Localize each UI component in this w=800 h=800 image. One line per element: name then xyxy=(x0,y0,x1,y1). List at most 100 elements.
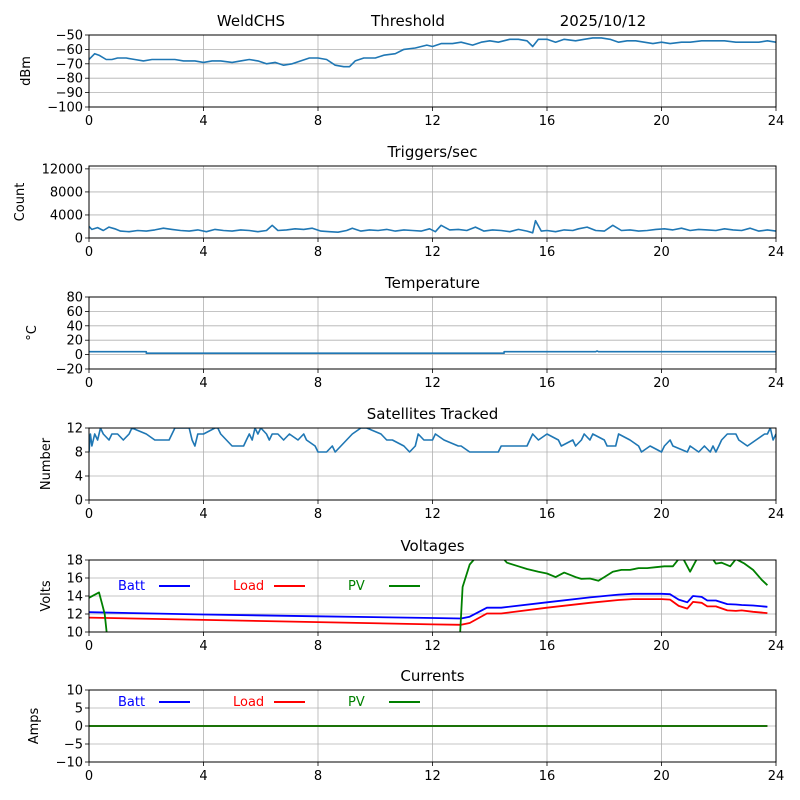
y-tick-label: 60 xyxy=(66,305,83,320)
y-tick-label: 20 xyxy=(66,334,83,349)
y-tick-label: −60 xyxy=(56,43,83,58)
y-tick-label: −50 xyxy=(56,29,83,44)
panel-title: Temperature xyxy=(384,274,480,292)
y-tick-label: −5 xyxy=(64,738,83,753)
x-tick-label: 4 xyxy=(199,376,207,391)
y-tick-label: −10 xyxy=(56,756,83,771)
panel-title: Triggers/sec xyxy=(387,143,478,161)
x-tick-label: 0 xyxy=(85,245,93,260)
x-tick-label: 16 xyxy=(539,114,556,129)
y-tick-label: 8 xyxy=(75,446,83,461)
y-tick-label: 4000 xyxy=(50,208,83,223)
y-tick-label: 12 xyxy=(66,608,83,623)
x-tick-label: 12 xyxy=(424,507,441,522)
panel-title: Currents xyxy=(400,667,464,685)
x-tick-label: 8 xyxy=(314,507,322,522)
x-tick-label: 4 xyxy=(199,245,207,260)
y-axis-label: Volts xyxy=(39,580,54,612)
y-tick-label: 8000 xyxy=(50,185,83,200)
x-tick-label: 0 xyxy=(85,507,93,522)
x-tick-label: 12 xyxy=(424,376,441,391)
x-tick-label: 4 xyxy=(199,769,207,784)
header-date: 2025/10/12 xyxy=(560,12,646,30)
header-mode: Threshold xyxy=(370,12,445,30)
panel-threshold: 0 4 8 12 16 20 24 −100−90−80−70−60−50 dBm xyxy=(19,29,784,130)
x-tick-label: 12 xyxy=(424,639,441,654)
y-tick-label: 16 xyxy=(66,572,83,587)
x-tick-label: 20 xyxy=(653,769,670,784)
y-tick-label: 0 xyxy=(75,232,83,247)
x-tick-label: 20 xyxy=(653,507,670,522)
panel-satellites: 0 4 8 12 16 20 24 0 4 8 12 Satellites Tracked Number xyxy=(39,405,784,522)
y-tick-label: 12000 xyxy=(42,162,83,177)
y-tick-label: 18 xyxy=(66,554,83,569)
x-tick-label: 0 xyxy=(85,114,93,129)
panel-voltages: 0 4 8 12 16 20 24 10 12 14 16 18 Voltages Volts Batt Lo… xyxy=(39,537,784,654)
x-tick-label: 0 xyxy=(85,376,93,391)
x-tick-label: 16 xyxy=(539,769,556,784)
x-tick-label: 8 xyxy=(314,245,322,260)
x-tick-label: 24 xyxy=(768,245,785,260)
y-tick-label: 80 xyxy=(66,291,83,306)
y-tick-label: 4 xyxy=(75,470,83,485)
y-tick-label: 0 xyxy=(75,494,83,509)
x-tick-label: 16 xyxy=(539,639,556,654)
y-tick-label: 10 xyxy=(66,684,83,699)
legend-label-batt: Batt xyxy=(118,579,145,594)
y-axis-label: Number xyxy=(39,437,54,490)
y-tick-label: −100 xyxy=(47,101,83,116)
series-line-pv xyxy=(89,560,769,632)
x-tick-label: 8 xyxy=(314,769,322,784)
legend-label-pv: PV xyxy=(348,579,365,594)
y-tick-label: 40 xyxy=(66,319,83,334)
y-tick-label: −20 xyxy=(56,363,83,378)
y-tick-label: 14 xyxy=(66,590,83,605)
y-tick-label: 5 xyxy=(75,702,83,717)
y-tick-label: 10 xyxy=(66,626,83,641)
x-tick-label: 16 xyxy=(539,376,556,391)
y-tick-label: 0 xyxy=(75,720,83,735)
x-tick-label: 24 xyxy=(768,769,785,784)
x-tick-label: 24 xyxy=(768,376,785,391)
series-line-temperature xyxy=(89,350,776,355)
y-tick-label: 12 xyxy=(66,422,83,437)
x-tick-label: 24 xyxy=(768,507,785,522)
x-tick-label: 20 xyxy=(653,114,670,129)
x-tick-label: 20 xyxy=(653,639,670,654)
x-tick-label: 16 xyxy=(539,245,556,260)
x-tick-label: 4 xyxy=(199,114,207,129)
legend-label-load: Load xyxy=(233,695,264,710)
series-line-satellites xyxy=(89,428,776,453)
y-axis-label: Amps xyxy=(27,707,42,744)
x-tick-label: 12 xyxy=(424,769,441,784)
y-axis-label: dBm xyxy=(19,56,34,86)
x-tick-label: 12 xyxy=(424,114,441,129)
y-tick-label: −90 xyxy=(56,86,83,101)
y-axis-label: °C xyxy=(25,325,40,341)
series-line-triggers xyxy=(89,219,776,234)
x-tick-label: 8 xyxy=(314,114,322,129)
y-axis-label: Count xyxy=(13,183,28,222)
y-tick-label: 0 xyxy=(75,348,83,363)
y-tick-label: −70 xyxy=(56,57,83,72)
legend-label-pv: PV xyxy=(348,695,365,710)
x-tick-label: 4 xyxy=(199,507,207,522)
x-tick-label: 0 xyxy=(85,639,93,654)
x-tick-label: 8 xyxy=(314,376,322,391)
panel-triggers: 0 4 8 12 16 20 24 0 4000 8000 12000 Triggers/sec Cou… xyxy=(13,143,784,260)
panel-title: Voltages xyxy=(400,537,464,555)
header-station: WeldCHS xyxy=(217,12,285,30)
x-tick-label: 16 xyxy=(539,507,556,522)
y-tick-label: −80 xyxy=(56,72,83,87)
panel-title: Satellites Tracked xyxy=(367,405,498,423)
legend-label-load: Load xyxy=(233,579,264,594)
legend-label-batt: Batt xyxy=(118,695,145,710)
x-tick-label: 12 xyxy=(424,245,441,260)
x-tick-label: 20 xyxy=(653,376,670,391)
x-tick-label: 20 xyxy=(653,245,670,260)
x-tick-label: 8 xyxy=(314,639,322,654)
